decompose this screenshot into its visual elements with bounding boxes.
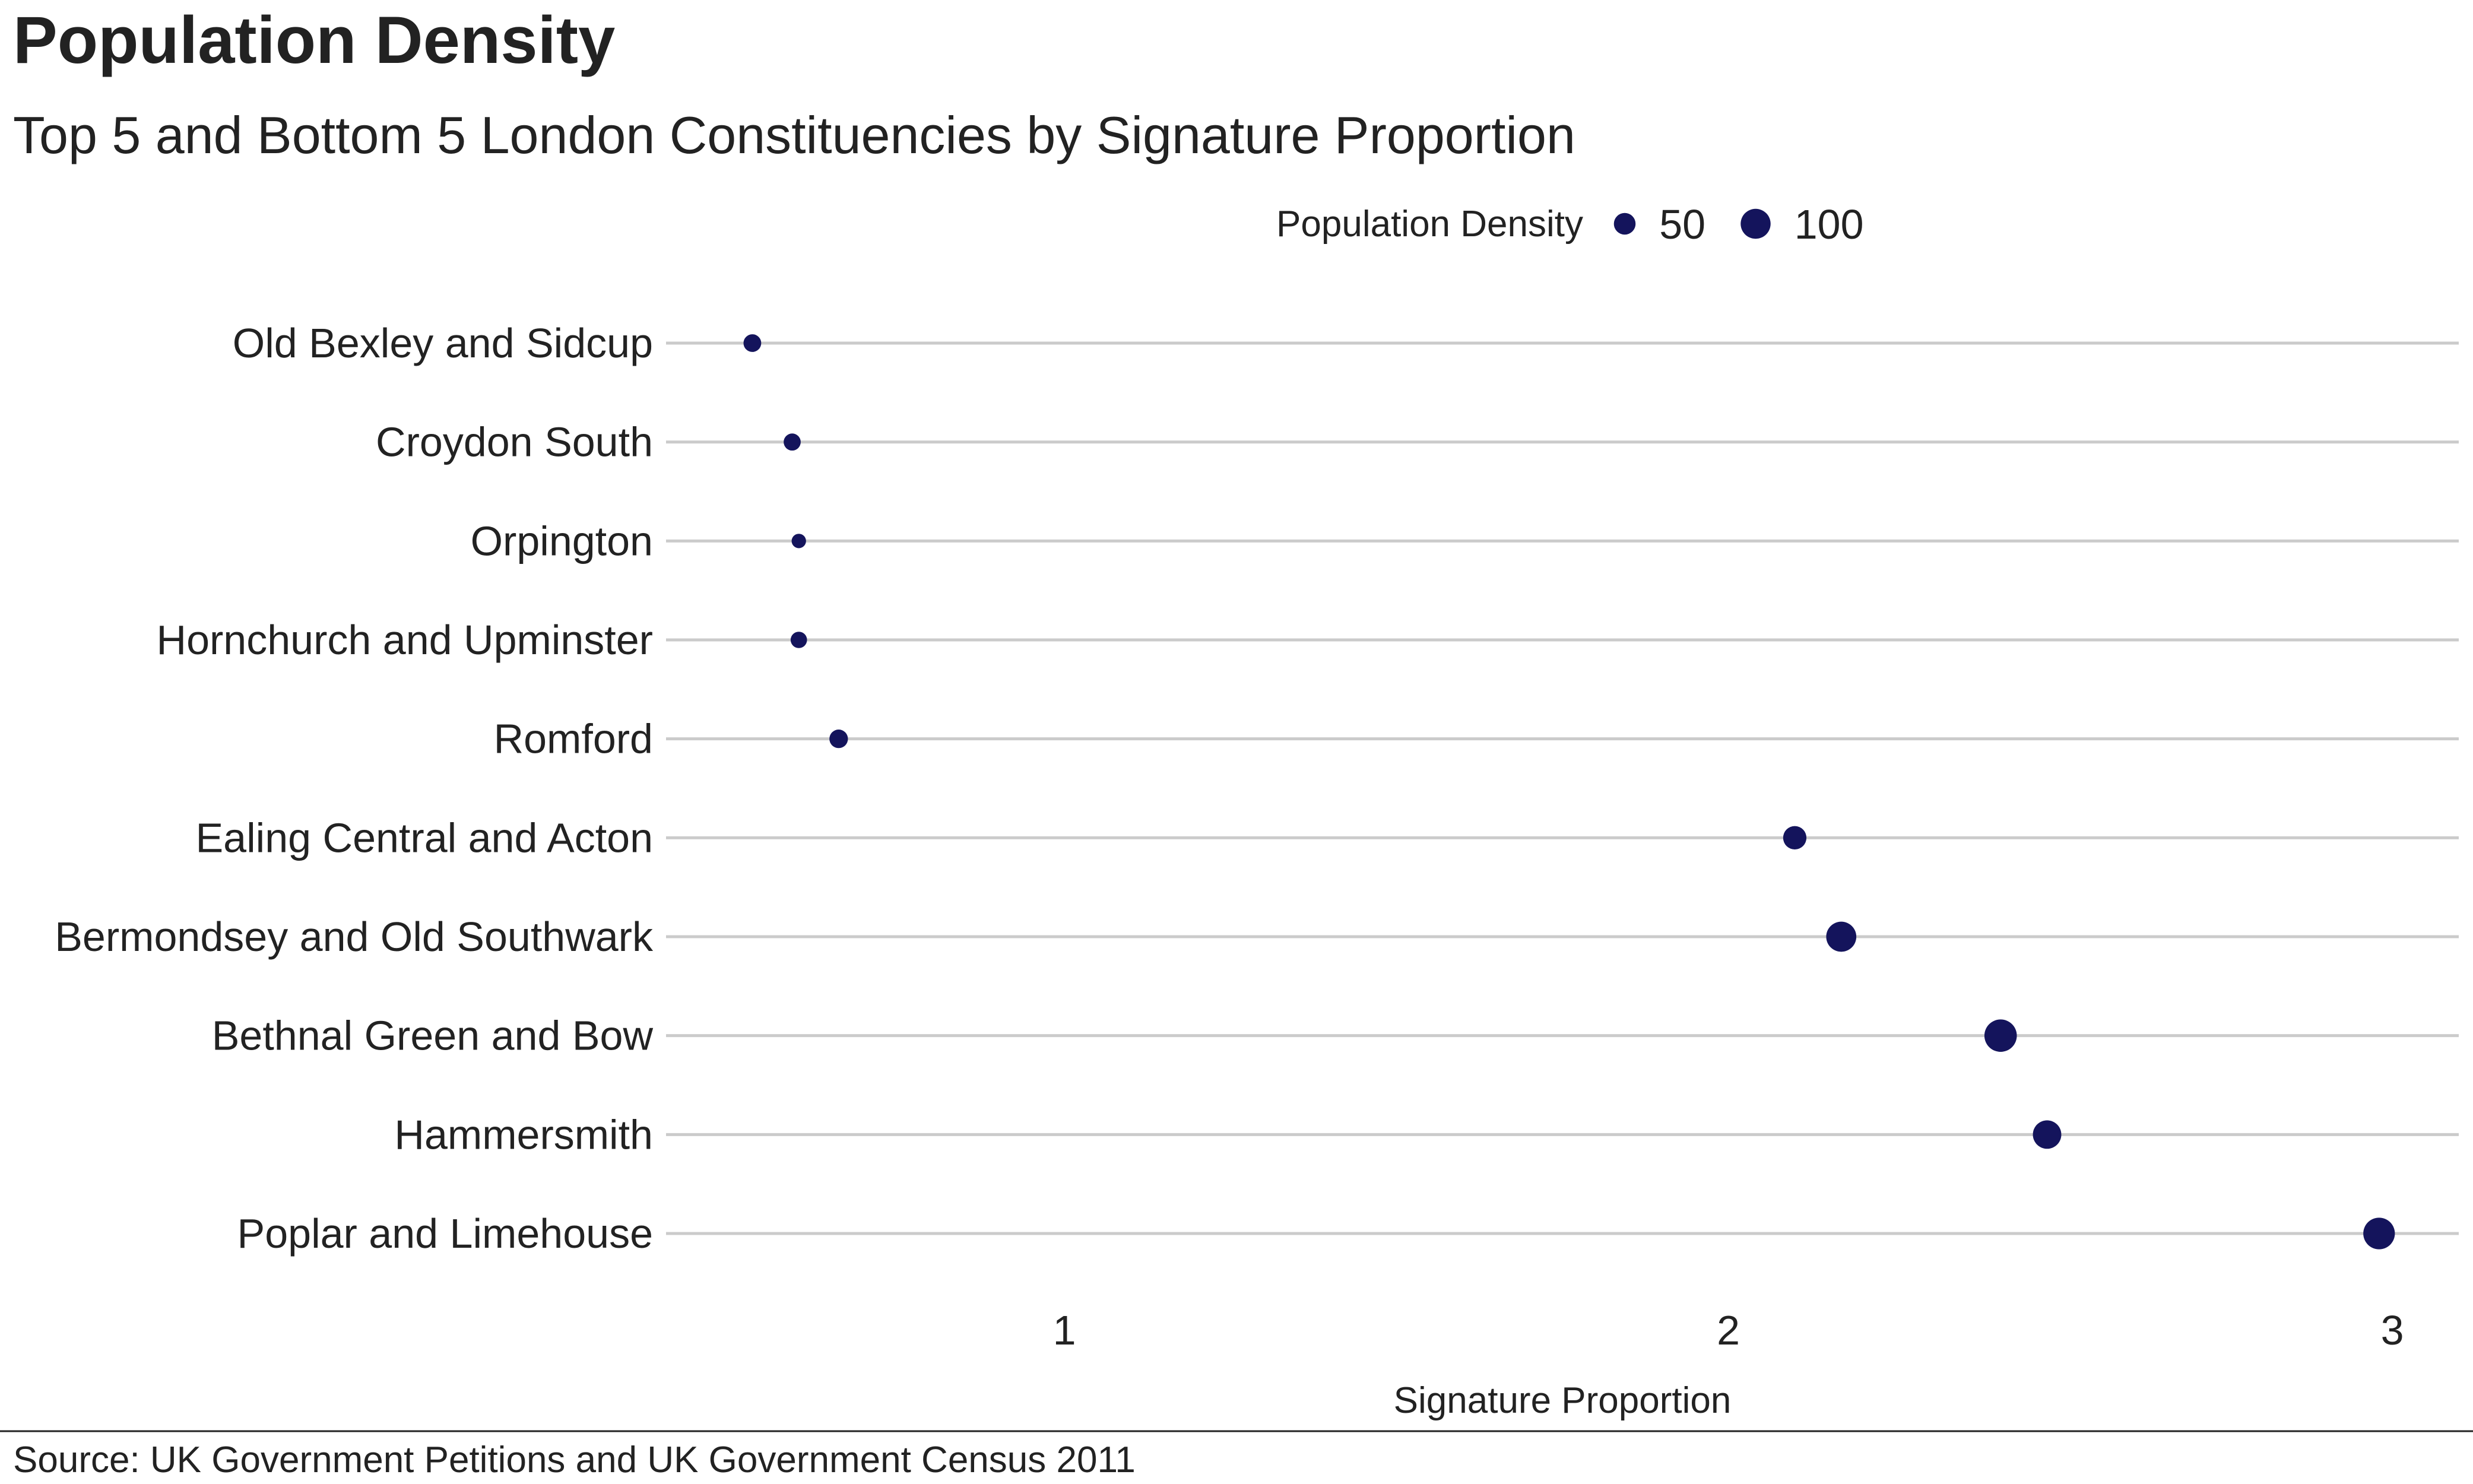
data-point bbox=[1826, 921, 1857, 952]
data-point bbox=[790, 632, 807, 648]
data-points bbox=[743, 334, 2395, 1250]
y-tick-label: Bethnal Green and Bow bbox=[212, 1013, 654, 1059]
y-tick-label: Croydon South bbox=[376, 419, 653, 465]
data-point bbox=[1984, 1019, 2017, 1052]
y-tick-label: Ealing Central and Acton bbox=[195, 814, 653, 861]
legend-label: 50 bbox=[1659, 201, 1705, 248]
x-tick-label: 2 bbox=[1717, 1307, 1740, 1353]
gridlines bbox=[666, 341, 2459, 1235]
chart-title: Population Density bbox=[13, 3, 615, 77]
x-axis-ticks: 1 2 3 bbox=[1053, 1307, 2404, 1353]
y-tick-label: Bermondsey and Old Southwark bbox=[55, 914, 654, 960]
data-point bbox=[2033, 1120, 2062, 1149]
y-tick-label: Old Bexley and Sidcup bbox=[233, 320, 653, 366]
data-point bbox=[829, 730, 848, 749]
data-point bbox=[784, 433, 801, 451]
y-tick-label: Hornchurch and Upminster bbox=[157, 617, 653, 663]
legend-symbol bbox=[1740, 208, 1771, 239]
y-axis-labels: Old Bexley and Sidcup Croydon South Orping… bbox=[55, 320, 654, 1257]
data-point bbox=[2363, 1217, 2395, 1250]
legend-symbol bbox=[1613, 213, 1636, 235]
legend-label: 100 bbox=[1794, 201, 1864, 248]
legend: Population Density 50 100 bbox=[1276, 201, 1864, 248]
legend-title: Population Density bbox=[1276, 204, 1583, 245]
data-point bbox=[1783, 826, 1807, 849]
data-point bbox=[743, 334, 762, 352]
x-tick-label: 3 bbox=[2381, 1307, 2404, 1353]
y-tick-label: Orpington bbox=[471, 518, 653, 564]
x-tick-label: 1 bbox=[1053, 1307, 1076, 1353]
source-note: Source: UK Government Petitions and UK G… bbox=[13, 1439, 1136, 1480]
y-tick-label: Hammersmith bbox=[394, 1111, 653, 1158]
data-point bbox=[791, 534, 806, 548]
y-tick-label: Romford bbox=[494, 716, 653, 762]
x-axis-title: Signature Proportion bbox=[1394, 1380, 1732, 1421]
chart-subtitle: Top 5 and Bottom 5 London Constituencies… bbox=[13, 106, 1575, 164]
y-tick-label: Poplar and Limehouse bbox=[237, 1210, 653, 1257]
